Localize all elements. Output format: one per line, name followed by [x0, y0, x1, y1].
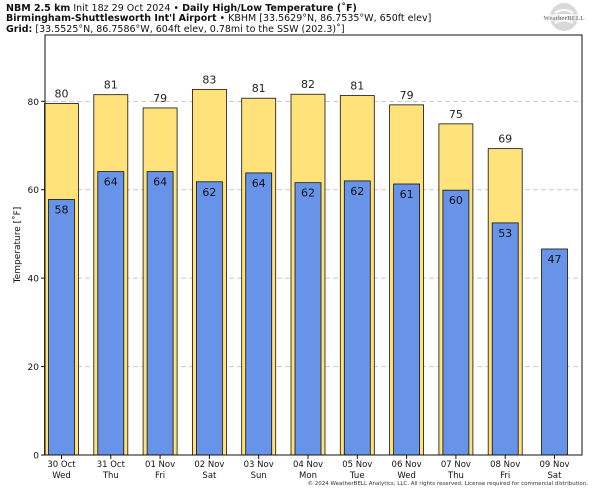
y-tick-label: 0: [33, 452, 39, 462]
low-bar: [97, 171, 125, 456]
high-value-label: 69: [498, 133, 512, 146]
init-time: Init 18z 29 Oct 2024: [73, 3, 171, 14]
low-value-label: 47: [548, 253, 562, 266]
low-bar: [491, 222, 519, 456]
low-value-label: 62: [350, 185, 364, 198]
x-tick-label-weekday: Sat: [548, 471, 563, 481]
high-value-label: 79: [153, 92, 167, 105]
x-tick-label-date: 08 Nov: [490, 460, 520, 470]
weatherbell-logo: WeatherBELL: [536, 3, 592, 31]
separator: •: [173, 3, 180, 14]
y-tick-label: 80: [28, 98, 40, 108]
high-value-label: 80: [55, 88, 69, 101]
station-name: Birmingham-Shuttlesworth Int'l Airport: [6, 13, 217, 24]
low-bar: [442, 189, 470, 456]
header-line-grid: Grid: [33.5525°N, 86.7586°W, 604ft elev,…: [6, 24, 345, 35]
y-tick-label: 40: [28, 275, 40, 285]
separator: •: [219, 13, 226, 24]
x-tick-label-weekday: Mon: [299, 471, 317, 481]
low-bar: [48, 199, 75, 456]
x-tick-label-date: 30 Oct: [47, 460, 76, 470]
high-value-label: 79: [400, 89, 414, 102]
x-tick-label-date: 02 Nov: [194, 460, 224, 470]
low-value-label: 61: [400, 188, 414, 201]
low-bar: [393, 183, 421, 456]
y-tick-label: 60: [28, 186, 40, 196]
x-tick-label-weekday: Tue: [349, 471, 365, 481]
x-tick-label-weekday: Wed: [397, 471, 416, 481]
low-bar: [294, 182, 322, 456]
low-value-label: 58: [55, 203, 69, 216]
x-tick-label-weekday: Wed: [52, 471, 71, 481]
plot-frame: [44, 34, 583, 456]
grid-label: Grid:: [6, 24, 33, 35]
low-value-label: 64: [104, 176, 118, 189]
high-value-label: 75: [449, 108, 463, 121]
x-tick-label-weekday: Thu: [447, 471, 464, 481]
x-tick-label-date: 04 Nov: [293, 460, 323, 470]
x-tick-label-date: 06 Nov: [392, 460, 422, 470]
low-bar: [343, 180, 371, 456]
grid-details: [33.5525°N, 86.7586°W, 604ft elev, 0.78m…: [35, 24, 345, 35]
low-value-label: 64: [252, 177, 266, 190]
model-name: NBM 2.5 km: [6, 3, 71, 14]
low-bar: [541, 248, 568, 456]
low-value-label: 64: [153, 176, 167, 189]
high-value-label: 82: [301, 78, 315, 91]
low-bar: [146, 171, 174, 456]
bars: [44, 88, 568, 456]
x-tick-label-date: 07 Nov: [441, 460, 471, 470]
high-value-label: 81: [104, 79, 118, 92]
x-tick-label-weekday: Fri: [500, 471, 510, 481]
chart-title: Daily High/Low Temperature (˚F): [182, 3, 357, 14]
low-bar: [245, 172, 273, 456]
high-value-label: 81: [252, 82, 266, 95]
x-tick-label-date: 01 Nov: [145, 460, 175, 470]
low-value-label: 62: [301, 187, 315, 200]
x-tick-label-date: 05 Nov: [342, 460, 372, 470]
x-tick-label-weekday: Thu: [102, 471, 119, 481]
station-details: KBHM [33.5629°N, 86.7535°W, 650ft elev]: [228, 13, 432, 24]
x-tick-label-weekday: Sat: [202, 471, 217, 481]
header-line-station: Birmingham-Shuttlesworth Int'l Airport •…: [6, 13, 431, 24]
low-bar: [195, 181, 223, 456]
low-value-label: 62: [202, 186, 216, 199]
high-value-label: 83: [202, 73, 216, 86]
x-tick-label-date: 31 Oct: [97, 460, 126, 470]
x-tick-label-date: 09 Nov: [539, 460, 569, 470]
y-tick-label: 20: [28, 363, 40, 373]
high-value-label: 81: [350, 80, 364, 93]
x-tick-label-date: 03 Nov: [244, 460, 274, 470]
low-value-label: 53: [498, 227, 512, 240]
y-axis-label: Temperature [˚F]: [12, 207, 23, 285]
copyright-footer: © 2024 WeatherBELL Analytics, LLC. All r…: [307, 481, 588, 487]
header-line-model: NBM 2.5 km Init 18z 29 Oct 2024 • Daily …: [6, 3, 357, 14]
value-labels: 80 58 81 64 79 64 83 62 81 64 82 62 81 62 79 61 75 60 69 53…: [55, 73, 562, 266]
low-value-label: 60: [449, 194, 463, 207]
logo-text: WeatherBELL: [543, 15, 585, 22]
x-tick-label-weekday: Sun: [251, 471, 267, 481]
x-tick-label-weekday: Fri: [155, 471, 165, 481]
